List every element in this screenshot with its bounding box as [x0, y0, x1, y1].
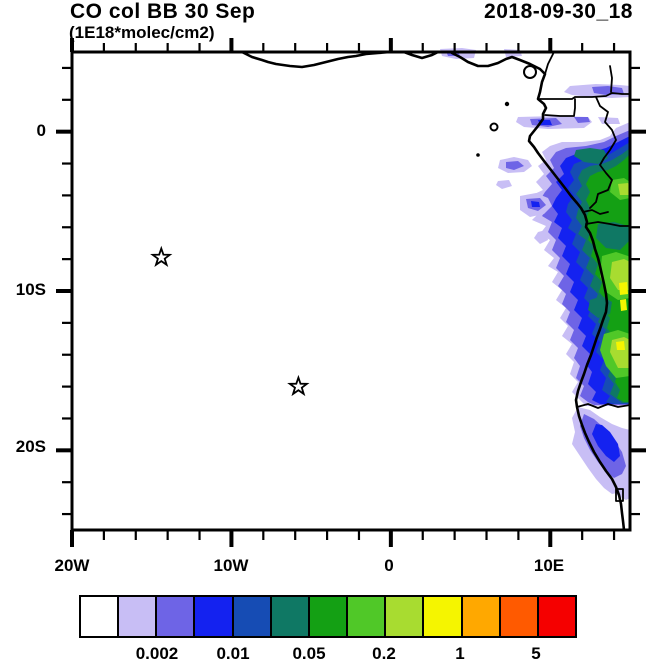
colorbar-label-005: 0.05	[292, 644, 326, 663]
y-tick-label-0: 0	[36, 121, 46, 140]
sao-tome-island	[489, 122, 499, 132]
colorbar-label-1: 1	[455, 644, 465, 663]
colorbar-label-02: 0.2	[372, 644, 396, 663]
colorbar-cell	[424, 597, 461, 636]
star-marker	[287, 374, 310, 397]
star-marker	[150, 245, 173, 268]
islands	[476, 65, 537, 157]
colorbar-cell	[195, 597, 232, 636]
coastline	[240, 50, 626, 532]
colorbar-cell	[309, 597, 347, 636]
colorbar-cell	[157, 597, 194, 636]
x-tick-label-0: 0	[384, 556, 394, 575]
station-markers	[150, 245, 310, 397]
principe-island	[504, 101, 510, 107]
chart-title: CO col BB 30 Sep	[70, 0, 256, 23]
colorbar-cell	[348, 597, 385, 636]
x-tick-label-10w: 10W	[213, 556, 249, 575]
bioko-island	[523, 65, 537, 79]
colorbar-cell	[538, 597, 576, 636]
colorbar-label-5: 5	[531, 644, 541, 663]
colorbar-cell	[500, 597, 537, 636]
colorbar-cell	[386, 597, 423, 636]
y-tick-label-10s: 10S	[15, 280, 46, 299]
chart-units: (1E18*molec/cm2)	[69, 23, 215, 42]
colorbar	[79, 595, 577, 638]
y-tick-label-20s: 20S	[15, 437, 46, 456]
chart-datetime: 2018-09-30_18	[484, 0, 633, 23]
x-tick-label-20w: 20W	[54, 556, 90, 575]
colorbar-cell	[271, 597, 308, 636]
colorbar-cell	[462, 597, 499, 636]
colorbar-label-0002: 0.002	[135, 644, 179, 663]
colorbar-label-001: 0.01	[216, 644, 250, 663]
colorbar-cell	[233, 597, 270, 636]
axis-ticks	[56, 38, 646, 547]
co-plume-fill	[440, 48, 630, 500]
x-tick-label-10e: 10E	[533, 556, 565, 575]
colorbar-cell	[119, 597, 156, 636]
annobon-island	[476, 153, 480, 157]
country-borders	[539, 51, 631, 502]
colorbar-cell	[81, 597, 118, 636]
